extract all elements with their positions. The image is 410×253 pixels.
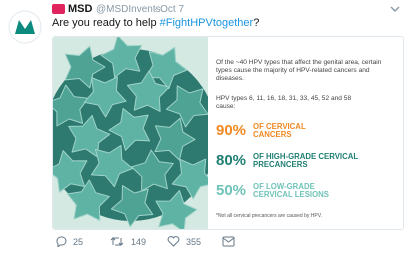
date[interactable]: · Oct 7 — [154, 4, 184, 15]
icon — [168, 237, 179, 246]
author[interactable]: MSD — [68, 3, 92, 15]
chevron — [391, 7, 399, 11]
icon — [57, 237, 66, 247]
hashtag[interactable]: #FightHPVtogether — [160, 17, 254, 29]
tweet-text: Are you ready to help #FightHPVtogether? — [52, 17, 259, 29]
retweet-icon[interactable] — [110, 236, 124, 247]
intro: Of the ~40 HPV types that affect the gen… — [216, 59, 396, 84]
retweet-count: 149 — [131, 237, 146, 247]
like-icon[interactable] — [167, 236, 180, 247]
handle[interactable]: @MSDInvents — [96, 4, 161, 15]
avatar-bg — [9, 11, 41, 43]
stat-label: OF LOW-GRADE CERVICAL LESIONS — [253, 183, 343, 199]
reply-icon[interactable] — [55, 236, 67, 247]
icon — [111, 238, 123, 245]
stat-percent: 90% — [216, 123, 246, 138]
card[interactable]: Of the ~40 HPV types that affect the gen… — [52, 36, 404, 230]
text: Are you ready to help — [52, 17, 157, 29]
promoted-badge — [52, 4, 65, 14]
types: HPV types 6, 11, 16, 18, 31, 33, 45, 52 … — [216, 95, 366, 111]
icon — [223, 238, 234, 242]
stat-label: OF HIGH-GRADE CERVICAL PRECANCERS — [253, 153, 363, 169]
footnote: *Not all cervical precancers are caused … — [216, 213, 322, 219]
stat-percent: 50% — [216, 183, 246, 198]
reply-count: 25 — [73, 237, 83, 247]
message-icon[interactable] — [222, 236, 235, 247]
text-end: ? — [253, 17, 259, 29]
like-count: 355 — [186, 237, 201, 247]
virus-image — [53, 37, 208, 229]
avatar[interactable] — [8, 10, 42, 44]
menu-chevron[interactable] — [390, 5, 400, 13]
stat-percent: 80% — [216, 153, 246, 168]
tweet: MSD @MSDInvents · Oct 7 Are you ready to… — [0, 0, 410, 253]
stat-label: OF CERVICAL CANCERS — [253, 123, 343, 139]
